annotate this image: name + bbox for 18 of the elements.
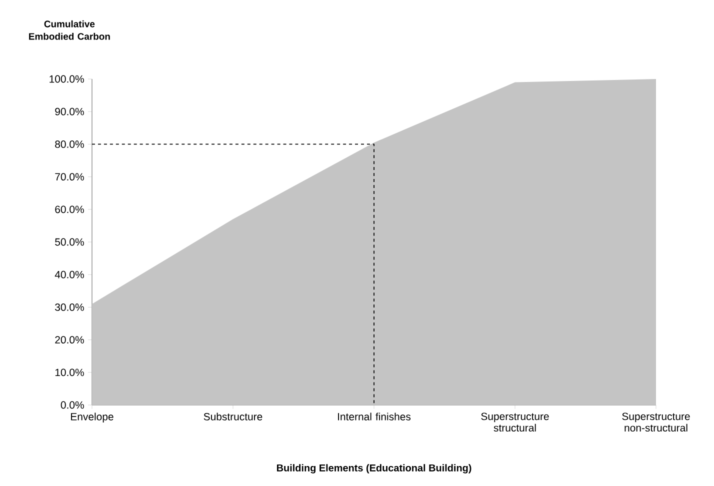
y-tick-label: 100.0%	[50, 75, 84, 83]
y-axis-title: Cumulative Embodied Carbon	[29, 20, 110, 40]
y-tick-label: 40.0%	[54, 270, 84, 278]
x-tick-label: Superstructure non-structural	[622, 412, 690, 432]
y-tick-label: 70.0%	[55, 173, 84, 181]
x-tick-label: Substructure	[204, 412, 262, 420]
x-tick-label: Envelope	[71, 412, 114, 422]
x-axis-title: Building Elements (Educational Building)	[276, 464, 472, 474]
y-tick-label: 80.0%	[55, 140, 84, 148]
x-tick-label: Superstructure structural	[481, 412, 549, 432]
y-tick-label: 60.0%	[55, 206, 84, 214]
y-tick-label: 90.0%	[55, 108, 84, 116]
x-tick-label: Internal finishes	[338, 412, 411, 420]
y-tick-label: 20.0%	[55, 336, 84, 344]
y-tick-label: 0.0%	[60, 401, 84, 409]
y-tick-label: 30.0%	[55, 304, 84, 311]
y-tick-label: 50.0%	[55, 238, 84, 246]
y-tick-label: 10.0%	[55, 368, 84, 376]
